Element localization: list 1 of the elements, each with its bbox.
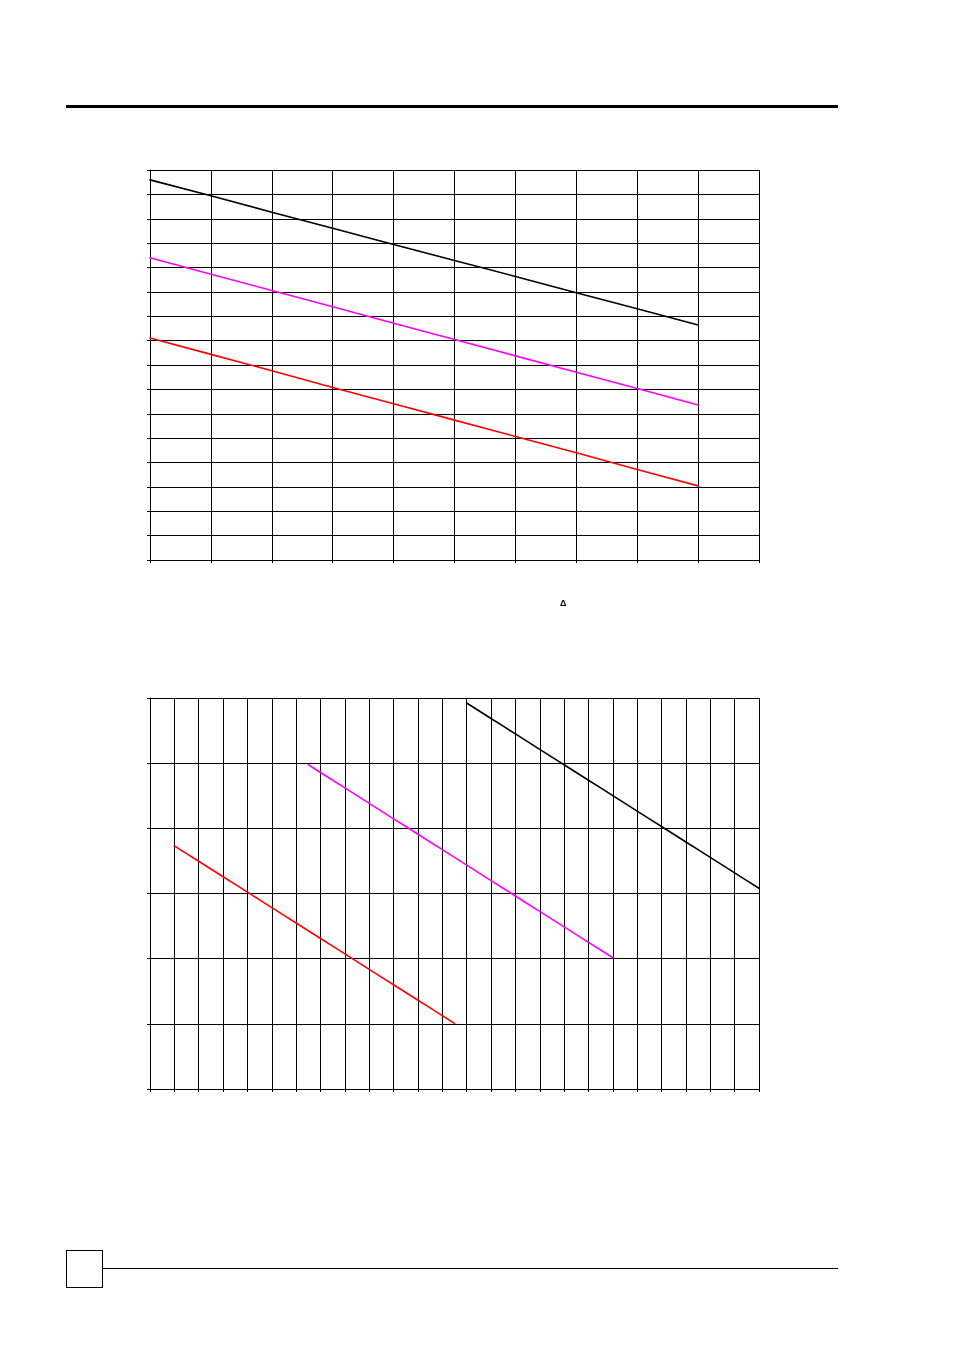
text: Δ (560, 597, 567, 608)
